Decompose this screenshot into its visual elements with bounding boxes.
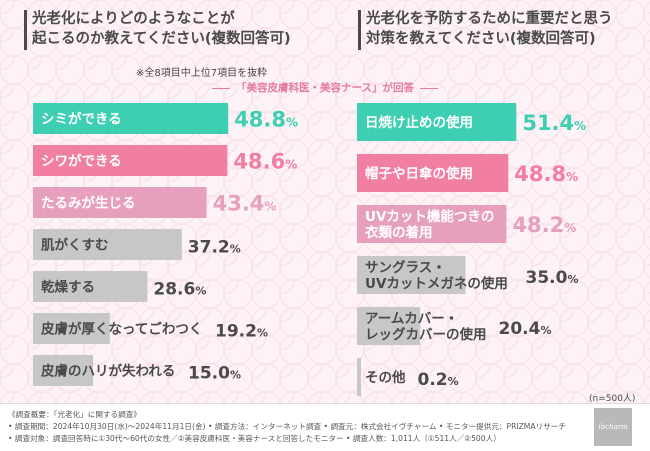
- left-chart-title: 光老化によりどのようなことが 起こるのか教えてください(複数回答可): [32, 9, 332, 49]
- left-title-accent: [24, 10, 27, 50]
- survey-footer: 《調査概要：「光老化」に関する調査》 • 調査期間：2024年10月30日(水)…: [0, 403, 650, 451]
- left-value-label-6: 19.2%: [215, 322, 268, 342]
- right-chart-title: 光老化を予防するために重要だと思う 対策を教えてください(複数回答可): [366, 9, 646, 49]
- left-bar-label-2: シワができる: [41, 153, 122, 170]
- left-bar-label-3: たるみが生じる: [41, 195, 136, 212]
- left-value-label-5: 28.6%: [153, 280, 206, 300]
- right-bar-5: [357, 307, 421, 345]
- left-value-label-7: 15.0%: [188, 364, 241, 384]
- left-value-label-3: 43.4%: [213, 192, 277, 216]
- right-title-line2: 対策を教えてください(複数回答可): [366, 31, 596, 47]
- left-bar-label-6: 皮膚が厚くなってごわつく: [41, 321, 202, 338]
- right-title-line1: 光老化を予防するために重要だと思う: [366, 11, 613, 27]
- footer-survey-target: • 調査対象：調査回答時に①30代〜60代の女性／②美容皮膚科医・美容ナースと回…: [8, 434, 501, 443]
- left-bar-4: [33, 229, 182, 260]
- left-bar-label-5: 乾燥する: [41, 279, 95, 296]
- footer-survey-period: • 調査期間：2024年10月30日(水)〜2024年11月1日(金) • 調査…: [8, 422, 566, 431]
- right-bar-6: [357, 358, 361, 396]
- left-bar-label-7: 皮膚のハリが失われる: [41, 363, 175, 380]
- right-bar-2: [357, 154, 509, 192]
- right-bar-label-4: サングラス・ UVカットメガネの使用: [365, 259, 508, 292]
- right-bar-label-6: その他: [365, 369, 406, 386]
- right-value-label-4: 35.0%: [526, 268, 579, 288]
- bar-charts: シミができる 48.8% シワができる 48.6% たるみが生じる 43.4% 肌がくすむ 3…: [33, 103, 586, 396]
- footer-survey-title: 《調査概要：「光老化」に関する調査》: [8, 410, 141, 419]
- right-bar-3: [357, 205, 507, 243]
- left-value-label-2: 48.6%: [233, 150, 297, 174]
- right-bar-4: [357, 256, 466, 294]
- left-bar-3: [33, 187, 207, 218]
- right-bar-label-3: UVカット機能つきの衣類の着用: [365, 208, 494, 241]
- right-value-label-6: 0.2%: [418, 370, 459, 390]
- left-bar-5: [33, 271, 148, 302]
- right-value-label-5: 20.4%: [499, 319, 552, 339]
- left-title-line1: 光老化によりどのようなことが: [32, 11, 235, 27]
- left-bar-label-4: 肌がくすむ: [41, 237, 109, 254]
- right-value-label-2: 48.8%: [514, 162, 578, 186]
- right-bar-label-5: アームカバー・レッグカバーの使用: [365, 311, 487, 343]
- right-bar-label-1: 日焼け止めの使用: [365, 114, 473, 131]
- right-value-label-3: 48.2%: [512, 213, 576, 237]
- brand-logo: ibcharm: [594, 408, 632, 446]
- respondent-header: 「美容皮膚科医・美容ナース」が回答: [0, 80, 650, 95]
- right-bar-label-2: 帽子や日傘の使用: [365, 165, 473, 182]
- left-title-line2: 起こるのか教えてください(複数回答可): [32, 31, 291, 47]
- right-title-accent: [358, 10, 361, 50]
- left-bar-7: [33, 355, 93, 386]
- left-bar-2: [33, 145, 228, 176]
- excerpt-note: ※全8項目中上位7項目を抜粋: [136, 68, 268, 79]
- right-bar-1: [357, 103, 517, 141]
- left-bar-label-1: シミができる: [41, 111, 122, 128]
- left-value-label-1: 48.8%: [234, 108, 298, 132]
- right-value-label-1: 51.4%: [522, 111, 586, 135]
- left-bar-1: [33, 103, 229, 134]
- left-value-label-4: 37.2%: [188, 238, 241, 258]
- sample-size-note: (n=500人): [589, 394, 636, 404]
- left-bar-6: [33, 313, 110, 344]
